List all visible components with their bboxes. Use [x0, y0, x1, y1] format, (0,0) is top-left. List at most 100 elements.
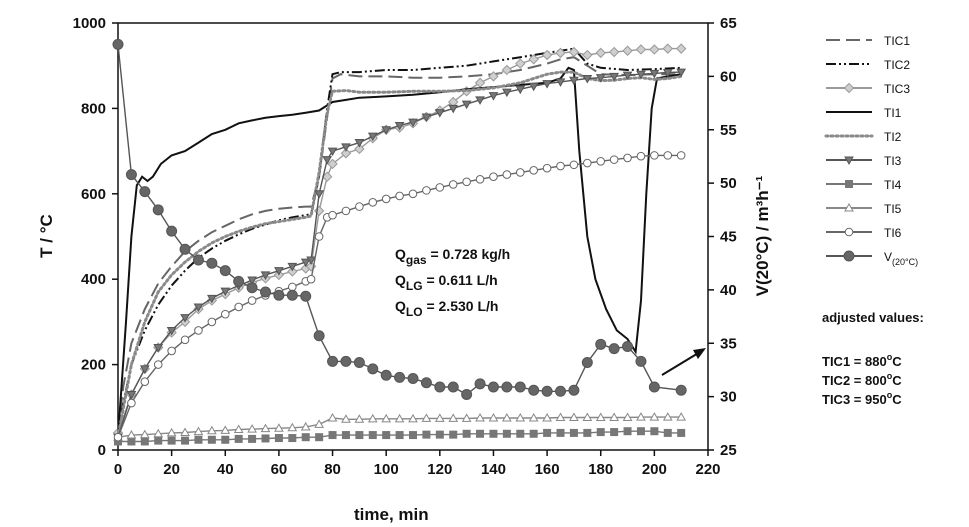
data-point: [434, 413, 445, 422]
data-point: [489, 172, 498, 182]
series-line: [117, 66, 682, 438]
data-point: [622, 45, 633, 56]
data-point: [514, 381, 526, 393]
flow-rate-text: QLG = 0.611 L/h: [395, 272, 498, 293]
data-point: [502, 88, 512, 98]
data-point: [543, 428, 552, 437]
data-point: [422, 186, 431, 195]
data-point: [261, 434, 270, 443]
data-point: [434, 381, 446, 393]
data-point: [341, 414, 351, 423]
data-point: [649, 69, 660, 79]
data-point: [167, 346, 176, 356]
series-ti5: [113, 412, 687, 441]
data-point: [154, 436, 163, 445]
data-point: [461, 100, 472, 110]
data-point: [420, 377, 432, 389]
data-point: [662, 43, 673, 54]
series-ti6: [113, 151, 686, 442]
data-point: [462, 429, 471, 438]
data-point: [474, 378, 486, 390]
data-point: [313, 330, 325, 342]
legend-item: TI1: [826, 106, 902, 120]
data-point: [435, 183, 445, 192]
data-point: [515, 168, 525, 177]
x-tick-label: 220: [695, 461, 720, 478]
data-point: [476, 429, 485, 438]
data-point: [153, 344, 164, 353]
data-point: [354, 414, 365, 423]
data-point: [650, 151, 659, 160]
legend-item: TIC3: [826, 82, 910, 96]
data-point: [636, 427, 645, 436]
data-point: [301, 433, 310, 442]
data-point: [381, 413, 392, 423]
data-point: [502, 412, 512, 422]
legend-marker: [844, 156, 854, 166]
data-point: [636, 70, 646, 80]
data-point: [569, 160, 579, 170]
data-point: [541, 385, 553, 397]
data-point: [501, 381, 513, 393]
series-ti2: [116, 70, 683, 439]
data-point: [193, 426, 204, 436]
data-point: [166, 326, 177, 336]
legend-label: TIC3: [884, 82, 910, 96]
data-point: [306, 274, 316, 284]
data-point: [529, 429, 538, 438]
data-point: [127, 437, 136, 446]
data-point: [595, 47, 606, 59]
data-point: [676, 68, 687, 78]
data-point: [676, 151, 686, 160]
data-point: [300, 290, 312, 302]
data-point: [192, 254, 204, 266]
left-y-tick-label: 0: [98, 442, 106, 459]
data-point: [219, 265, 231, 277]
legend-label: TI4: [884, 178, 902, 192]
data-point: [677, 428, 686, 437]
data-point: [140, 377, 150, 386]
data-point: [394, 371, 406, 383]
data-point: [207, 317, 217, 327]
data-point: [595, 412, 606, 422]
data-point: [582, 49, 593, 61]
data-point: [113, 432, 123, 442]
flow-rates-annotation: Qgas = 0.728 kg/h QLG = 0.611 L/h QLO = 2.…: [395, 246, 510, 319]
right-y-tick-label: 30: [720, 389, 737, 406]
data-point: [180, 335, 190, 345]
data-point: [167, 436, 176, 445]
data-point: [556, 161, 565, 171]
data-point: [447, 381, 459, 393]
data-point: [609, 155, 619, 164]
data-point: [622, 412, 633, 422]
data-point: [381, 126, 392, 135]
data-point: [502, 170, 512, 179]
data-point: [126, 390, 137, 400]
right-y-axis-label-text: V(20°C) / m³h⁻¹: [753, 175, 772, 296]
data-point: [595, 338, 607, 350]
data-point: [422, 430, 431, 439]
flow-rate-text: QLO = 2.530 L/h: [395, 298, 498, 319]
legend-label: TI3: [884, 154, 902, 168]
data-point: [488, 92, 499, 101]
x-tick-label: 120: [427, 461, 452, 478]
right-y-tick-label: 35: [720, 335, 737, 352]
x-tick-label: 0: [114, 461, 122, 478]
series-layer: [112, 38, 687, 446]
data-point: [327, 147, 338, 157]
data-point: [487, 381, 499, 393]
data-point: [288, 282, 297, 292]
data-point: [610, 428, 619, 437]
data-point: [328, 210, 337, 220]
data-point: [515, 85, 526, 95]
data-point: [353, 356, 365, 368]
data-point: [448, 413, 459, 422]
legend-label: TIC2: [884, 58, 910, 72]
data-point: [395, 191, 404, 201]
x-tick-label: 40: [217, 461, 234, 478]
legend-marker: [843, 250, 855, 262]
data-point: [306, 256, 316, 265]
data-point: [435, 430, 444, 439]
data-point: [152, 204, 164, 216]
